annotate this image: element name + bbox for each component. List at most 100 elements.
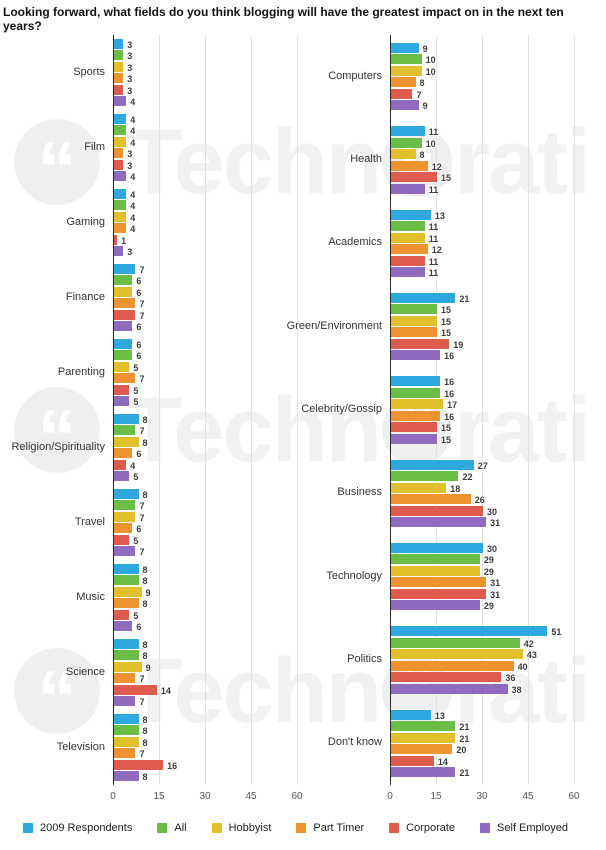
bar-2009-respondents: [391, 42, 419, 53]
bar-hobbyist: [114, 136, 127, 147]
bar-2009-respondents: [114, 338, 133, 349]
value-label: 36: [505, 673, 516, 684]
gridline: [205, 35, 206, 785]
value-label: 8: [142, 726, 148, 737]
bar-hobbyist: [391, 65, 422, 76]
value-label: 13: [434, 210, 445, 221]
bar-hobbyist: [391, 399, 444, 410]
category-label: Gaming: [66, 215, 105, 228]
value-label: 19: [453, 339, 464, 350]
bar-hobbyist: [391, 732, 456, 743]
bar-self-employed: [391, 183, 425, 194]
legend-label: Self Employed: [497, 822, 568, 834]
x-tick-label: 60: [568, 791, 580, 802]
bar-part-timer: [391, 577, 487, 588]
category-label: Science: [65, 665, 105, 678]
legend-item: All: [157, 822, 187, 834]
bar-part-timer: [391, 244, 428, 255]
bar-all: [391, 54, 422, 65]
bar-2009-respondents: [391, 126, 425, 137]
value-label: 6: [136, 622, 142, 633]
value-label: 8: [142, 437, 148, 448]
value-label: 3: [127, 39, 133, 50]
bar-2009-respondents: [114, 113, 127, 124]
legend-item: Hobbyist: [211, 822, 271, 834]
bar-corporate: [114, 234, 118, 245]
bar-2009-respondents: [114, 638, 139, 649]
bar-corporate: [391, 755, 434, 766]
bar-hobbyist: [114, 661, 142, 672]
bar-all: [114, 275, 133, 286]
bar-self-employed: [114, 396, 130, 407]
bar-corporate: [391, 338, 450, 349]
bar-part-timer: [114, 298, 136, 309]
value-label: 21: [459, 722, 470, 733]
value-label: 11: [428, 256, 439, 267]
bar-corporate: [114, 759, 164, 770]
value-label: 9: [422, 43, 428, 54]
value-label: 4: [130, 189, 136, 200]
value-label: 12: [431, 161, 442, 172]
category-label: Academics: [328, 236, 382, 249]
value-label: 3: [127, 74, 133, 85]
value-label: 4: [130, 212, 136, 223]
bar-self-employed: [114, 471, 130, 482]
bar-corporate: [391, 88, 413, 99]
bar-2009-respondents: [391, 709, 431, 720]
bar-self-employed: [391, 433, 437, 444]
legend-item: 2009 Respondents: [23, 822, 132, 834]
value-label: 4: [130, 172, 136, 183]
x-tick-label: 0: [110, 791, 116, 802]
bar-all: [114, 425, 136, 436]
value-label: 7: [139, 547, 145, 558]
value-label: 13: [434, 710, 445, 721]
value-label: 15: [441, 423, 452, 434]
bar-hobbyist: [114, 211, 127, 222]
chart-title: Looking forward, what fields do you thin…: [3, 5, 564, 33]
category-label: Parenting: [57, 365, 105, 378]
bar-all: [391, 637, 520, 648]
category-label: Religion/Spirituality: [11, 440, 105, 453]
bar-all: [114, 200, 127, 211]
value-label: 8: [419, 78, 425, 89]
bar-self-employed: [391, 600, 480, 611]
value-label: 21: [459, 293, 470, 304]
value-label: 3: [127, 160, 133, 171]
legend-swatch: [480, 823, 491, 833]
value-label: 43: [526, 650, 537, 661]
legend-swatch: [23, 823, 33, 833]
value-label: 4: [130, 97, 136, 108]
value-label: 8: [142, 564, 148, 575]
bar-self-employed: [114, 621, 133, 632]
legend-item: Part Timer: [296, 822, 364, 834]
value-label: 30: [487, 543, 498, 554]
value-label: 5: [133, 472, 139, 483]
value-label: 51: [551, 627, 562, 638]
bar-2009-respondents: [114, 263, 136, 274]
bar-hobbyist: [114, 436, 139, 447]
value-label: 16: [444, 411, 455, 422]
bar-all: [114, 125, 127, 136]
value-label: 8: [142, 599, 148, 610]
value-label: 16: [444, 377, 455, 388]
value-label: 15: [441, 316, 452, 327]
legend-swatch: [157, 823, 168, 833]
value-label: 7: [139, 310, 145, 321]
value-label: 6: [136, 276, 142, 287]
value-label: 29: [483, 555, 494, 566]
bar-self-employed: [391, 767, 456, 778]
bar-corporate: [114, 459, 127, 470]
bar-2009-respondents: [391, 376, 441, 387]
bar-corporate: [114, 84, 124, 95]
bar-self-employed: [391, 100, 419, 111]
value-label: 20: [456, 745, 467, 756]
legend-label: All: [174, 822, 187, 834]
bar-part-timer: [114, 523, 133, 534]
bar-hobbyist: [114, 511, 136, 522]
value-label: 5: [133, 397, 139, 408]
bar-hobbyist: [114, 736, 139, 747]
value-label: 7: [139, 749, 145, 760]
value-label: 15: [441, 328, 452, 339]
bar-self-employed: [114, 546, 136, 557]
bar-part-timer: [391, 494, 471, 505]
